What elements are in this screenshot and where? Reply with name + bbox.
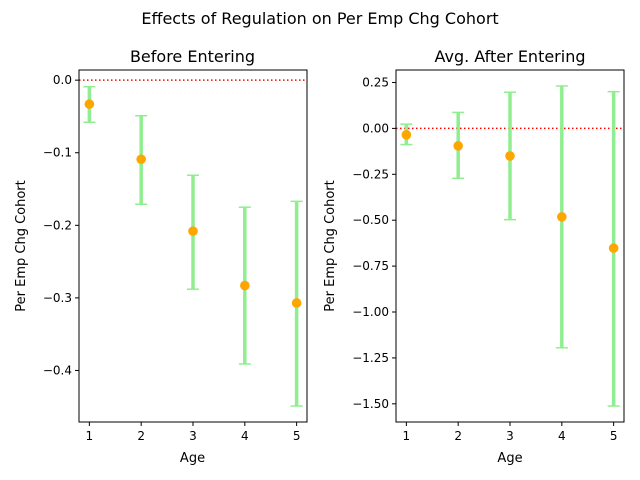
x-axis-label: Age [180, 451, 205, 466]
figure-suptitle: Effects of Regulation on Per Emp Chg Coh… [141, 9, 498, 28]
y-tick-label: 0.00 [362, 121, 389, 135]
x-axis-label: Age [497, 451, 522, 466]
data-point [608, 243, 619, 253]
plot-area: 1 2 3 4 5 0.0 −0.1 −0.2 −0.3 −0.4 [43, 69, 308, 443]
x-tick-label: 1 [403, 429, 411, 443]
x-tick-label: 3 [189, 429, 197, 443]
data-point [84, 99, 95, 109]
data-point [401, 130, 412, 140]
y-tick-label: −0.75 [352, 259, 389, 273]
subplot-title: Avg. After Entering [435, 47, 586, 66]
y-tick-label: −0.1 [43, 146, 72, 160]
subplot-title: Before Entering [130, 47, 255, 66]
y-tick-label: −0.4 [43, 363, 72, 377]
data-point [291, 298, 302, 308]
y-tick-label: −1.25 [352, 351, 389, 365]
y-tick-label: 0.25 [362, 75, 389, 89]
y-axis-label: Per Emp Chg Cohort [323, 180, 338, 311]
x-tick-label: 2 [137, 429, 145, 443]
x-tick-label: 4 [241, 429, 249, 443]
subplot-after-entering: Avg. After Entering Age Per Emp Chg Coho… [323, 47, 625, 466]
x-tick-label: 5 [293, 429, 301, 443]
y-tick-label: −0.50 [352, 213, 389, 227]
data-point [557, 212, 567, 222]
y-tick-label: −1.50 [352, 397, 389, 411]
y-tick-label: −1.00 [352, 305, 389, 319]
y-tick-label: −0.3 [43, 291, 72, 305]
x-tick-label: 1 [86, 429, 94, 443]
subplot-before-entering: Before Entering Age Per Emp Chg Cohort 1… [14, 47, 308, 466]
data-point [505, 151, 515, 161]
plot-area: 1 2 3 4 5 0.25 0.00 −0.25 −0.50 −0.75 −1.00 −1.25 −1… [352, 69, 625, 443]
data-point [136, 154, 146, 165]
y-tick-label: 0.0 [53, 73, 72, 87]
x-tick-label: 3 [506, 429, 514, 443]
data-point [453, 141, 463, 151]
y-tick-label: −0.2 [43, 218, 72, 232]
x-tick-label: 4 [558, 429, 566, 443]
data-point [240, 280, 250, 291]
x-tick-label: 5 [610, 429, 618, 443]
x-tick-label: 2 [454, 429, 462, 443]
data-point [188, 226, 198, 236]
y-tick-label: −0.25 [352, 167, 389, 181]
y-axis-label: Per Emp Chg Cohort [14, 180, 29, 311]
